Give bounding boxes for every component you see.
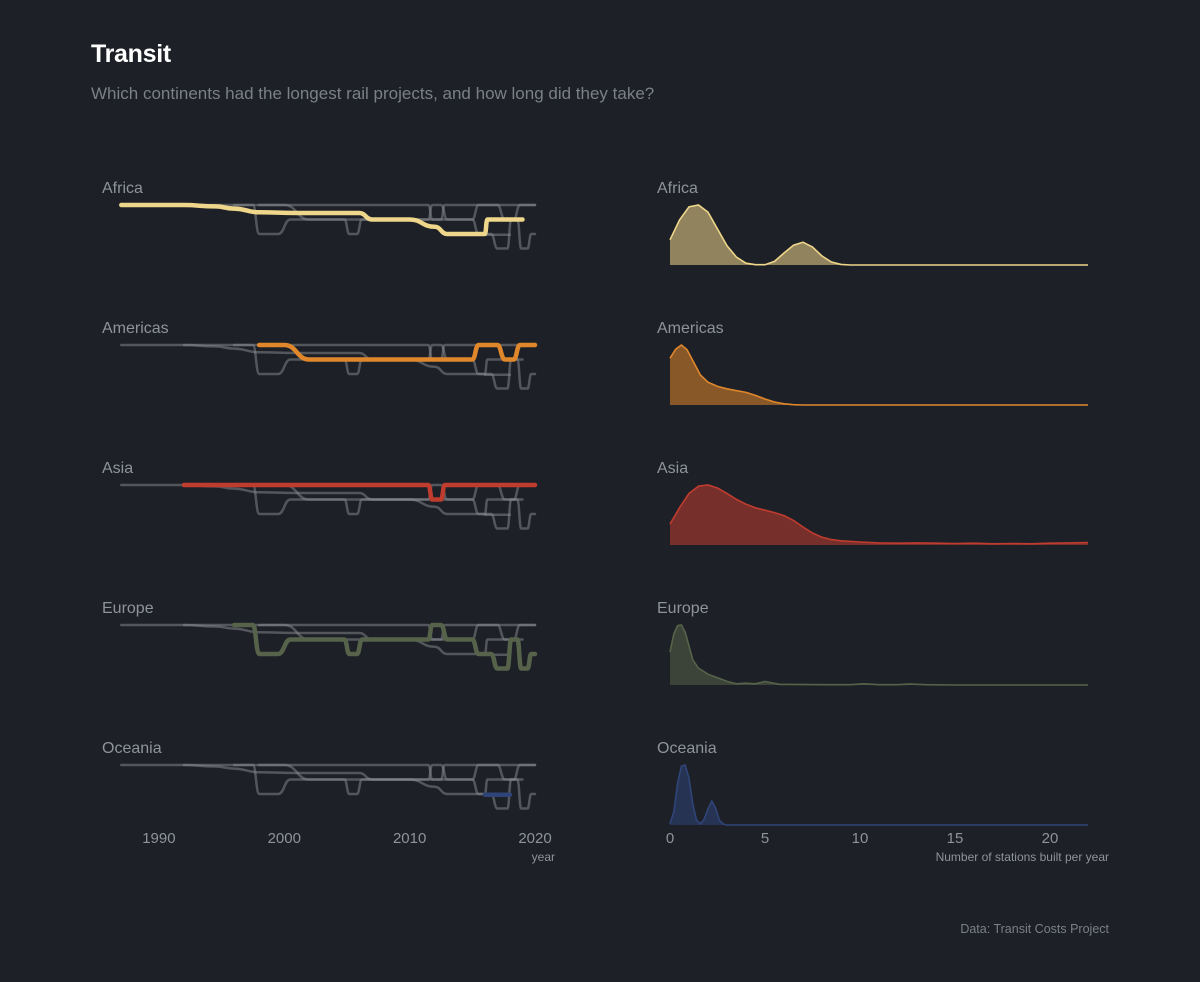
density-area-europe (670, 625, 1088, 685)
chart-title: Transit (91, 40, 171, 68)
density-area-oceania (670, 765, 1088, 825)
context-line-africa (120, 763, 524, 796)
series-line-asia (181, 482, 538, 502)
context-line-asia (182, 203, 537, 221)
density-x-tick-label-15: 15 (947, 830, 964, 847)
density-line-africa (669, 204, 1088, 266)
context-lines-asia (120, 483, 537, 530)
density-label-europe: Europe (657, 600, 709, 617)
density-label-asia: Asia (657, 460, 688, 477)
density-line-americas (669, 343, 1088, 406)
context-line-asia (182, 623, 537, 641)
x-tick-label-1990: 1990 (142, 830, 175, 847)
panel-label-oceania: Oceania (102, 740, 162, 757)
panel-label-africa: Africa (102, 180, 143, 197)
density-x-tick-label-10: 10 (852, 830, 869, 847)
density-x-axis-title: Number of stations built per year (936, 850, 1109, 864)
context-line-asia (182, 763, 537, 781)
density-label-americas: Americas (657, 320, 724, 337)
density-area-americas (670, 345, 1088, 405)
panel-label-asia: Asia (102, 460, 133, 477)
context-line-africa (120, 343, 524, 376)
x-axis-title-year: year (532, 850, 555, 864)
density-label-africa: Africa (657, 180, 698, 197)
x-tick-label-2010: 2010 (393, 830, 426, 847)
density-line-oceania (669, 763, 1088, 826)
context-line-americas (257, 763, 537, 781)
density-line-asia (669, 484, 1089, 545)
x-tick-label-2020: 2020 (518, 830, 551, 847)
context-line-africa (120, 623, 524, 656)
panel-label-americas: Americas (102, 320, 169, 337)
density-area-asia (670, 485, 1088, 545)
density-area-africa (670, 205, 1088, 265)
density-label-oceania: Oceania (657, 740, 717, 757)
context-line-europe (232, 763, 537, 810)
density-x-tick-label-20: 20 (1042, 830, 1059, 847)
x-tick-label-2000: 2000 (268, 830, 301, 847)
chart-subtitle: Which continents had the longest rail pr… (91, 84, 655, 103)
density-line-europe (669, 624, 1088, 686)
series-line-europe (231, 622, 538, 671)
series-line-americas (256, 342, 538, 362)
data-source-caption: Data: Transit Costs Project (960, 922, 1109, 936)
context-line-europe (232, 343, 537, 390)
series-line-africa (119, 202, 525, 237)
context-lines-oceania (120, 763, 537, 810)
density-x-tick-label-0: 0 (666, 830, 674, 847)
panel-label-europe: Europe (102, 600, 154, 617)
context-lines-americas (120, 343, 537, 390)
density-x-tick-label-5: 5 (761, 830, 769, 847)
